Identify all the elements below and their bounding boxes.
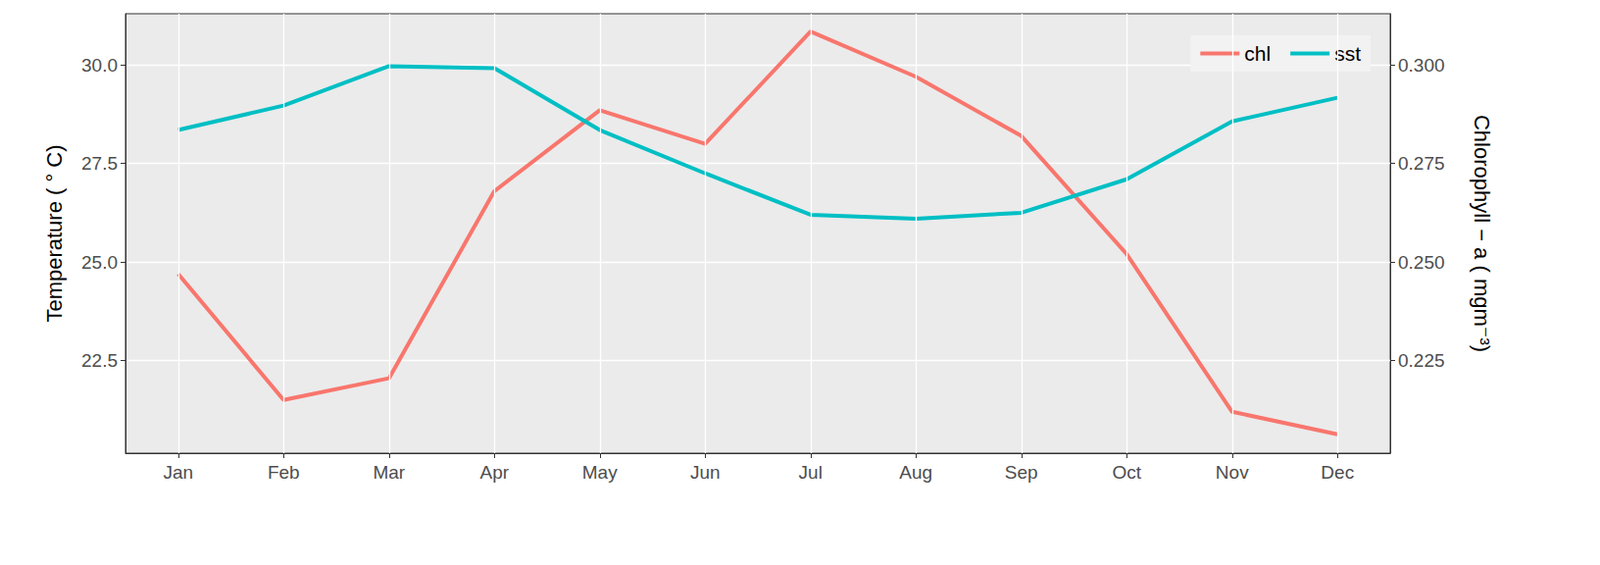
svg-text:Apr: Apr: [479, 461, 509, 483]
svg-text:Dec: Dec: [1320, 461, 1354, 483]
svg-text:27.5: 27.5: [81, 152, 118, 174]
svg-text:Oct: Oct: [1111, 461, 1142, 483]
svg-text:Feb: Feb: [267, 461, 300, 483]
svg-text:Sep: Sep: [1004, 461, 1039, 483]
svg-text:Chlorophyll − a ( mgm⁻³): Chlorophyll − a ( mgm⁻³): [1469, 114, 1495, 352]
svg-text:chl: chl: [1244, 42, 1271, 65]
svg-text:Jun: Jun: [690, 461, 721, 483]
svg-text:25.0: 25.0: [81, 251, 118, 273]
svg-text:Jul: Jul: [799, 461, 823, 483]
svg-text:Mar: Mar: [372, 461, 405, 483]
svg-text:May: May: [582, 461, 618, 483]
svg-text:22.5: 22.5: [81, 350, 118, 371]
svg-text:0.275: 0.275: [1398, 152, 1446, 174]
svg-text:Aug: Aug: [899, 461, 933, 483]
svg-text:0.225: 0.225: [1398, 350, 1446, 371]
svg-text:0.250: 0.250: [1398, 251, 1446, 273]
svg-text:30.0: 30.0: [81, 54, 118, 76]
svg-text:Nov: Nov: [1215, 461, 1250, 483]
svg-text:sst: sst: [1334, 42, 1361, 65]
svg-text:Temperature ( ° C): Temperature ( ° C): [42, 144, 67, 322]
svg-text:0.300: 0.300: [1398, 54, 1446, 76]
svg-text:Jan: Jan: [162, 461, 194, 483]
